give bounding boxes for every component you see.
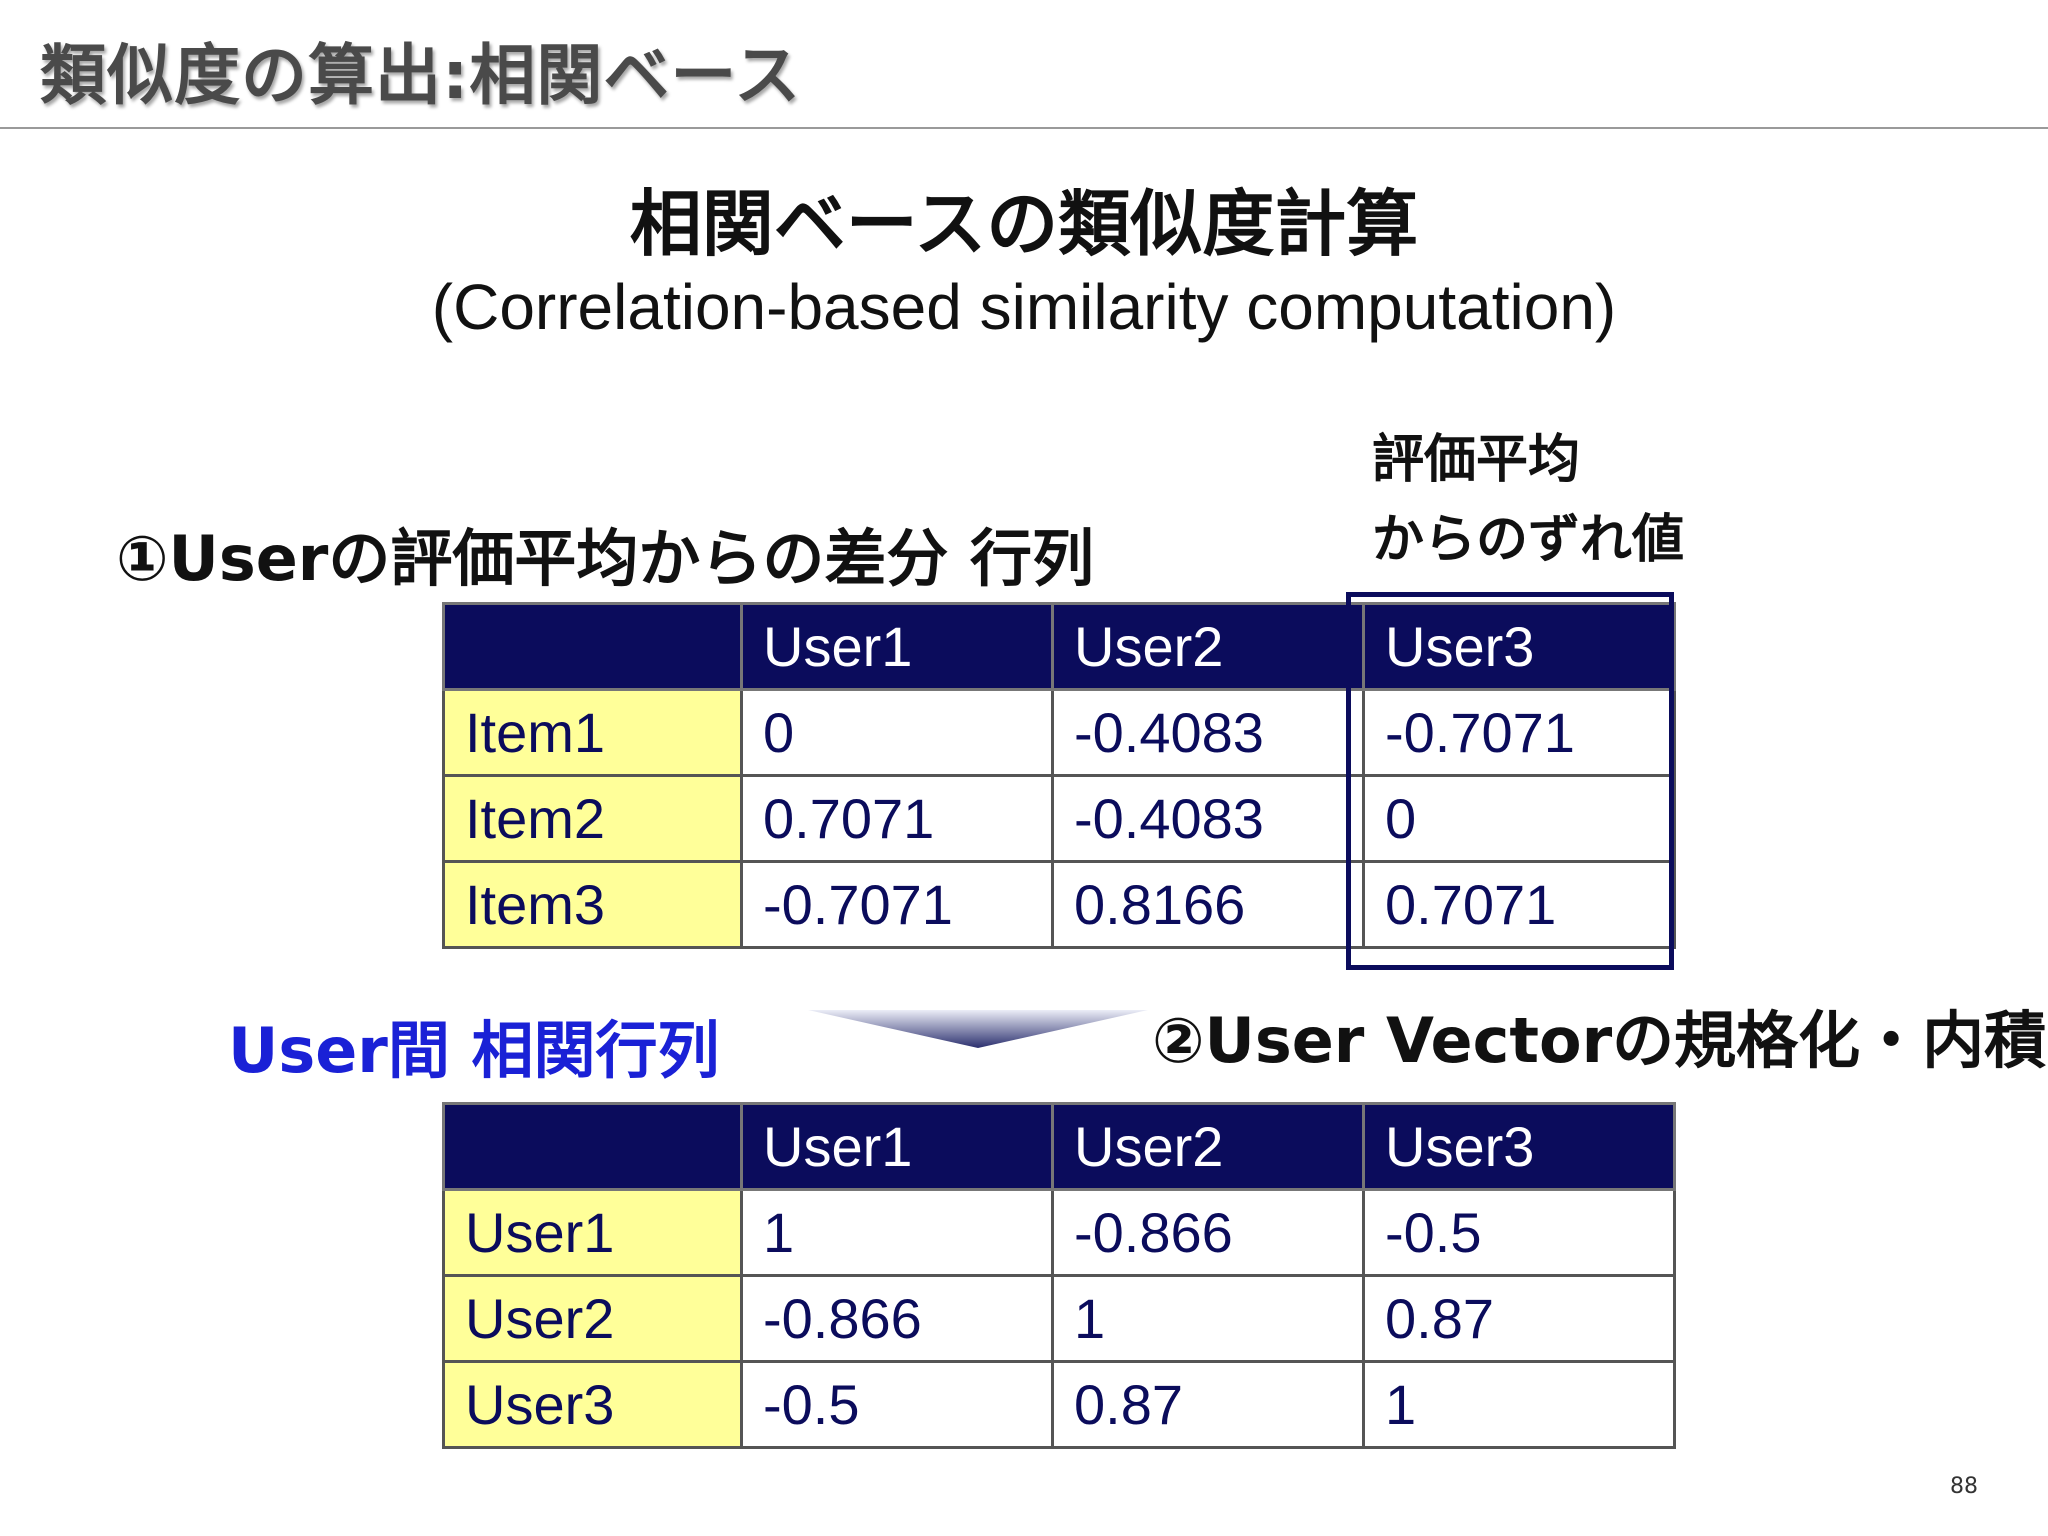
corner-cell <box>442 1102 743 1191</box>
slide-header-title: 類似度の算出:相関ベース <box>40 37 802 114</box>
table-row: Item2 0.7071 -0.4083 0 <box>442 774 1676 863</box>
table-cell: 1 <box>740 1188 1054 1277</box>
table-cell: 0.7071 <box>740 774 1054 863</box>
table-row: User3 -0.5 0.87 1 <box>442 1360 1676 1449</box>
table-cell: 0.8166 <box>1051 860 1365 949</box>
note-line2: からのずれ値 <box>1372 510 1685 570</box>
correlation-matrix-table: User1 User2 User3 User1 1 -0.866 -0.5 Us… <box>442 1102 1676 1449</box>
main-title: 相関ベースの類似度計算 <box>629 182 1419 266</box>
column-header: User1 <box>740 602 1054 691</box>
table-cell: 0.87 <box>1051 1360 1365 1449</box>
corner-cell <box>442 602 743 691</box>
table-cell: -0.866 <box>1051 1188 1365 1277</box>
header-divider <box>0 127 2048 129</box>
table-cell: 0.7071 <box>1362 860 1676 949</box>
page-number: 88 <box>1950 1474 1978 1499</box>
table-cell: 0 <box>1362 774 1676 863</box>
column-header: User2 <box>1051 1102 1365 1191</box>
column-header: User3 <box>1362 1102 1676 1191</box>
section2-label: User間 相関行列 <box>228 1014 720 1087</box>
row-label: Item3 <box>442 860 743 949</box>
column-header: User2 <box>1051 602 1365 691</box>
table-row: User1 1 -0.866 -0.5 <box>442 1188 1676 1277</box>
row-label: User3 <box>442 1360 743 1449</box>
column-header: User3 <box>1362 602 1676 691</box>
column-header: User1 <box>740 1102 1054 1191</box>
note-line1: 評価平均 <box>1372 430 1581 490</box>
table-header-row: User1 User2 User3 <box>442 602 1676 691</box>
row-label: Item1 <box>442 688 743 777</box>
table-cell: 0.87 <box>1362 1274 1676 1363</box>
section3-label: ②User Vectorの規格化・内積 <box>1152 1004 2047 1077</box>
row-label: User1 <box>442 1188 743 1277</box>
table-cell: -0.4083 <box>1051 688 1365 777</box>
table-cell: -0.5 <box>1362 1188 1676 1277</box>
table-row: User2 -0.866 1 0.87 <box>442 1274 1676 1363</box>
table-cell: 1 <box>1362 1360 1676 1449</box>
down-arrow-icon <box>808 1010 1148 1048</box>
table-cell: 1 <box>1051 1274 1365 1363</box>
subtitle: (Correlation-based similarity computatio… <box>431 271 1617 343</box>
table-cell: -0.5 <box>740 1360 1054 1449</box>
section1-label: ①Userの評価平均からの差分 行列 <box>116 522 1094 595</box>
table-row: Item1 0 -0.4083 -0.7071 <box>442 688 1676 777</box>
table-cell: -0.4083 <box>1051 774 1365 863</box>
user3-note: 評価平均 からのずれ値 <box>1372 420 1684 580</box>
deviation-matrix-table: User1 User2 User3 Item1 0 -0.4083 -0.707… <box>442 602 1676 949</box>
row-label: Item2 <box>442 774 743 863</box>
table-row: Item3 -0.7071 0.8166 0.7071 <box>442 860 1676 949</box>
table-cell: -0.866 <box>740 1274 1054 1363</box>
table-header-row: User1 User2 User3 <box>442 1102 1676 1191</box>
table-cell: 0 <box>740 688 1054 777</box>
table-cell: -0.7071 <box>1362 688 1676 777</box>
row-label: User2 <box>442 1274 743 1363</box>
table-cell: -0.7071 <box>740 860 1054 949</box>
